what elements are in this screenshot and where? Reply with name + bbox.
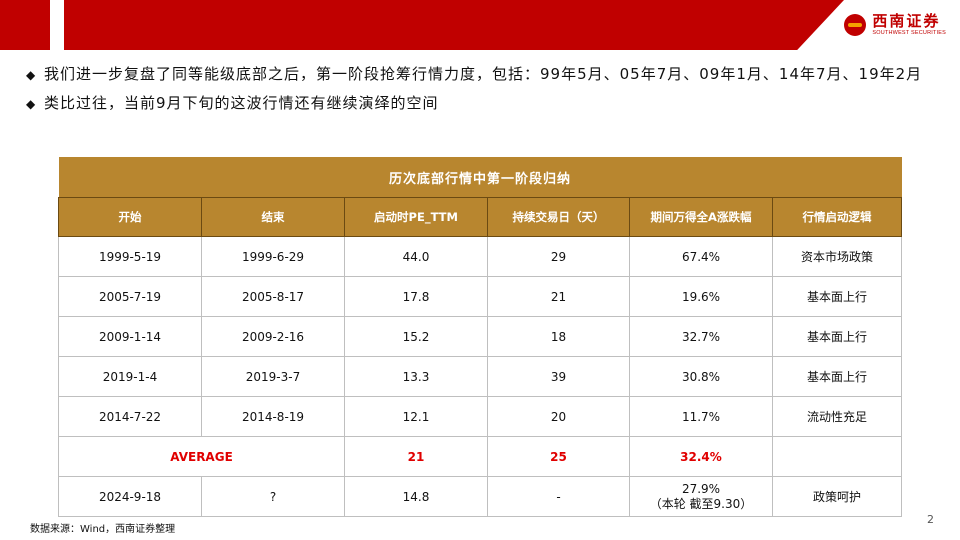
cell-start: 2005-7-19 bbox=[58, 276, 202, 317]
cell-logic: 基本面上行 bbox=[771, 276, 903, 317]
average-label: AVERAGE bbox=[58, 436, 345, 477]
average-row: AVERAGE 21 25 32.4% bbox=[58, 436, 903, 477]
bottom-rally-table: 历次底部行情中第一阶段归纳 开始 结束 启动时PE_TTM 持续交易日（天） 期… bbox=[58, 157, 903, 517]
cell-days: 39 bbox=[487, 356, 630, 397]
cell-change: 11.7% bbox=[629, 396, 773, 437]
average-days: 25 bbox=[487, 436, 630, 477]
current-pe: 14.8 bbox=[344, 476, 488, 517]
table-title: 历次底部行情中第一阶段归纳 bbox=[58, 157, 902, 198]
diamond-bullet-icon: ◆ bbox=[26, 97, 36, 111]
current-row: 2024-9-18 ? 14.8 - 27.9% （本轮 截至9.30） 政策呵… bbox=[58, 476, 903, 517]
diamond-bullet-icon: ◆ bbox=[26, 68, 36, 82]
cell-pe: 15.2 bbox=[344, 316, 488, 357]
header-red-bar bbox=[64, 0, 844, 50]
cell-days: 18 bbox=[487, 316, 630, 357]
brand-logo-icon bbox=[844, 14, 867, 37]
cell-end: 2019-3-7 bbox=[201, 356, 345, 397]
cell-pe: 44.0 bbox=[344, 236, 488, 277]
table-row: 2014-7-22 2014-8-19 12.1 20 11.7% 流动性充足 bbox=[58, 396, 903, 437]
cell-days: 29 bbox=[487, 236, 630, 277]
cell-end: 2005-8-17 bbox=[201, 276, 345, 317]
column-header-change: 期间万得全A涨跌幅 bbox=[629, 197, 773, 237]
table-row: 2019-1-4 2019-3-7 13.3 39 30.8% 基本面上行 bbox=[58, 356, 903, 397]
cell-logic: 资本市场政策 bbox=[771, 236, 903, 277]
bullet-text: 我们进一步复盘了同等能级底部之后，第一阶段抢筹行情力度，包括：99年5月、05年… bbox=[44, 65, 923, 83]
brand-name-cn: 西南证券 bbox=[872, 12, 941, 30]
cell-start: 1999-5-19 bbox=[58, 236, 202, 277]
average-change: 32.4% bbox=[629, 436, 773, 477]
cell-end: 2014-8-19 bbox=[201, 396, 345, 437]
bullet-text: 类比过往，当前9月下旬的这波行情还有继续演绎的空间 bbox=[44, 94, 439, 112]
cell-pe: 13.3 bbox=[344, 356, 488, 397]
cell-change: 67.4% bbox=[629, 236, 773, 277]
cell-start: 2009-1-14 bbox=[58, 316, 202, 357]
current-change-cell: 27.9% （本轮 截至9.30） bbox=[629, 476, 773, 517]
cell-logic: 基本面上行 bbox=[771, 316, 903, 357]
cell-change: 30.8% bbox=[629, 356, 773, 397]
cell-logic: 流动性充足 bbox=[771, 396, 903, 437]
cell-start: 2019-1-4 bbox=[58, 356, 202, 397]
column-header-end: 结束 bbox=[201, 197, 345, 237]
current-change-note: （本轮 截至9.30） bbox=[649, 496, 753, 511]
table-row: 2005-7-19 2005-8-17 17.8 21 19.6% 基本面上行 bbox=[58, 276, 903, 317]
current-start: 2024-9-18 bbox=[58, 476, 202, 517]
average-pe: 21 bbox=[344, 436, 488, 477]
cell-pe: 17.8 bbox=[344, 276, 488, 317]
cell-end: 2009-2-16 bbox=[201, 316, 345, 357]
bullet-item: ◆ 我们进一步复盘了同等能级底部之后，第一阶段抢筹行情力度，包括：99年5月、0… bbox=[26, 60, 946, 89]
table-row: 1999-5-19 1999-6-29 44.0 29 67.4% 资本市场政策 bbox=[58, 236, 903, 277]
cell-start: 2014-7-22 bbox=[58, 396, 202, 437]
page-number: 2 bbox=[927, 513, 934, 526]
data-source-note: 数据来源：Wind，西南证券整理 bbox=[30, 524, 176, 535]
cell-days: 21 bbox=[487, 276, 630, 317]
brand-name-en: SOUTHWEST SECURITIES bbox=[872, 30, 946, 36]
column-header-days: 持续交易日（天） bbox=[487, 197, 630, 237]
column-header-pe: 启动时PE_TTM bbox=[344, 197, 488, 237]
cell-change: 19.6% bbox=[629, 276, 773, 317]
current-change: 27.9% bbox=[681, 481, 721, 496]
cell-end: 1999-6-29 bbox=[201, 236, 345, 277]
cell-days: 20 bbox=[487, 396, 630, 437]
current-end: ? bbox=[201, 476, 345, 517]
column-header-logic: 行情启动逻辑 bbox=[771, 197, 903, 237]
header-red-block bbox=[0, 0, 50, 50]
bullet-list: ◆ 我们进一步复盘了同等能级底部之后，第一阶段抢筹行情力度，包括：99年5月、0… bbox=[26, 60, 946, 118]
average-logic bbox=[771, 436, 903, 477]
brand-logo: 西南证券 SOUTHWEST SECURITIES bbox=[844, 14, 946, 37]
cell-change: 32.7% bbox=[629, 316, 773, 357]
bullet-item: ◆ 类比过往，当前9月下旬的这波行情还有继续演绎的空间 bbox=[26, 89, 946, 118]
cell-logic: 基本面上行 bbox=[771, 356, 903, 397]
cell-pe: 12.1 bbox=[344, 396, 488, 437]
column-header-start: 开始 bbox=[58, 197, 202, 237]
current-logic: 政策呵护 bbox=[771, 476, 903, 517]
current-days: - bbox=[487, 476, 630, 517]
table-row: 2009-1-14 2009-2-16 15.2 18 32.7% 基本面上行 bbox=[58, 316, 903, 357]
